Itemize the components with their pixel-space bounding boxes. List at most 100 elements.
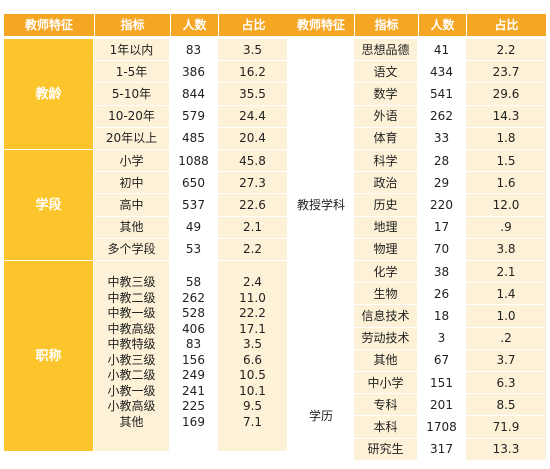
indicator-cell: 中教二级 (107, 290, 156, 305)
count-cell: 83 (170, 39, 217, 61)
pct-cell: 16.2 (218, 61, 287, 83)
pct-cell: 29.6 (466, 83, 546, 105)
pct-cell: 9.5 (242, 399, 263, 413)
pct-cell: 35.5 (218, 83, 287, 105)
indicator-cell: 多个学段 (94, 238, 169, 260)
count-cell: 537 (170, 194, 217, 216)
indicator-cell: 小教二级 (107, 368, 156, 382)
pct-cell: 2.4 (242, 275, 263, 289)
indicator-cell: 中小学 (354, 372, 417, 394)
count-cell: 434 (418, 61, 465, 83)
header-cell: 教师特征 (288, 14, 354, 36)
indicator-cell: 小教高级 (107, 399, 156, 413)
indicator-cell: 研究生 (354, 438, 417, 460)
pct-cell: 22.6 (218, 194, 287, 216)
indicator-cell-group: 中教三级 中教二级 中教一级 中教高级 中教特级 小教三级 小教二级 小教一级 小教高级 其他 (94, 261, 169, 451)
indicator-cell: 其他 (354, 349, 417, 371)
pct-cell: 24.4 (218, 105, 287, 127)
count-cell: 241 (182, 383, 205, 398)
pct-cell: 2.1 (466, 261, 546, 283)
header-cell: 指标 (95, 14, 170, 36)
indicator-cell: 本科 (354, 416, 417, 438)
pct-cell: 10.5 (239, 368, 266, 382)
category-label: 教授学科 (289, 39, 353, 371)
category-label: 学段 (4, 150, 93, 260)
pct-cell: 3.5 (218, 39, 287, 61)
indicator-cell: 信息技术 (354, 305, 417, 327)
pct-cell: 2.2 (466, 39, 546, 61)
count-cell: 201 (418, 394, 465, 416)
count-cell: 262 (182, 290, 205, 305)
count-cell: 220 (418, 194, 465, 216)
count-cell: 53 (170, 238, 217, 260)
indicator-cell: 其他 (119, 414, 144, 429)
indicator-cell: 小教三级 (107, 352, 156, 367)
count-cell: 249 (182, 368, 205, 382)
indicator-cell: 小教一级 (107, 383, 156, 398)
count-cell: 17 (418, 216, 465, 238)
indicator-cell: 10-20年 (94, 105, 169, 127)
indicator-cell: 历史 (354, 194, 417, 216)
count-cell: 41 (418, 39, 465, 61)
pct-cell-group: 2.4 11.0 22.2 17.1 3.5 6.6 10.5 10.1 9.5 7.1 (218, 261, 287, 451)
indicator-cell: 中教特级 (107, 337, 156, 351)
count-cell: 26 (418, 283, 465, 305)
pct-cell: 22.2 (239, 306, 266, 320)
indicator-cell: 小学 (94, 150, 169, 172)
indicator-cell: 语文 (354, 61, 417, 83)
indicator-cell: 生物 (354, 283, 417, 305)
pct-cell: 12.0 (466, 194, 546, 216)
indicator-cell: 科学 (354, 150, 417, 172)
count-cell: 1088 (170, 150, 217, 172)
count-cell: 156 (182, 352, 205, 367)
pct-cell: 1.8 (466, 127, 546, 149)
pct-cell: 2.2 (218, 238, 287, 260)
count-cell: 1708 (418, 416, 465, 438)
pct-cell: 23.7 (466, 61, 546, 83)
count-cell: 406 (182, 321, 205, 336)
count-cell-group: 58 262 528 406 83 156 249 241 225 169 (170, 261, 217, 451)
count-cell: 67 (418, 349, 465, 371)
pct-cell: .9 (466, 216, 546, 238)
indicator-cell: 1年以内 (94, 39, 169, 61)
indicator-cell: 地理 (354, 216, 417, 238)
indicator-cell: 外语 (354, 105, 417, 127)
pct-cell: 3.5 (242, 337, 263, 351)
count-cell: 33 (418, 127, 465, 149)
indicator-cell: 中教三级 (107, 275, 156, 289)
indicator-cell: 5-10年 (94, 83, 169, 105)
pct-cell: 20.4 (218, 127, 287, 149)
pct-cell: 10.1 (239, 383, 266, 398)
pct-cell: 1.4 (466, 283, 546, 305)
header-cell: 人数 (171, 14, 218, 36)
indicator-cell: 化学 (354, 261, 417, 283)
pct-cell: .2 (466, 327, 546, 349)
pct-cell: 11.0 (239, 290, 266, 305)
count-cell: 485 (170, 127, 217, 149)
indicator-cell: 20年以上 (94, 127, 169, 149)
pct-cell: 2.1 (218, 216, 287, 238)
count-cell: 49 (170, 216, 217, 238)
indicator-cell: 体育 (354, 127, 417, 149)
indicator-cell: 中教一级 (107, 306, 156, 320)
indicator-cell: 思想品德 (354, 39, 417, 61)
pct-cell: 45.8 (218, 150, 287, 172)
count-cell: 3 (418, 327, 465, 349)
count-cell: 169 (182, 414, 205, 429)
pct-cell: 13.3 (466, 438, 546, 460)
count-cell: 225 (182, 399, 205, 413)
indicator-cell: 劳动技术 (354, 327, 417, 349)
count-cell: 151 (418, 372, 465, 394)
count-cell: 38 (418, 261, 465, 283)
header-cell: 教师特征 (4, 14, 94, 36)
pct-cell: 3.7 (466, 349, 546, 371)
indicator-cell: 初中 (94, 172, 169, 194)
pct-cell: 6.6 (242, 352, 263, 367)
header-cell: 占比 (219, 14, 288, 36)
pct-cell: 17.1 (239, 321, 266, 336)
pct-cell: 3.8 (466, 238, 546, 260)
pct-cell: 1.5 (466, 150, 546, 172)
header-cell: 占比 (467, 14, 546, 36)
indicator-cell: 数学 (354, 83, 417, 105)
pct-cell: 1.0 (466, 305, 546, 327)
